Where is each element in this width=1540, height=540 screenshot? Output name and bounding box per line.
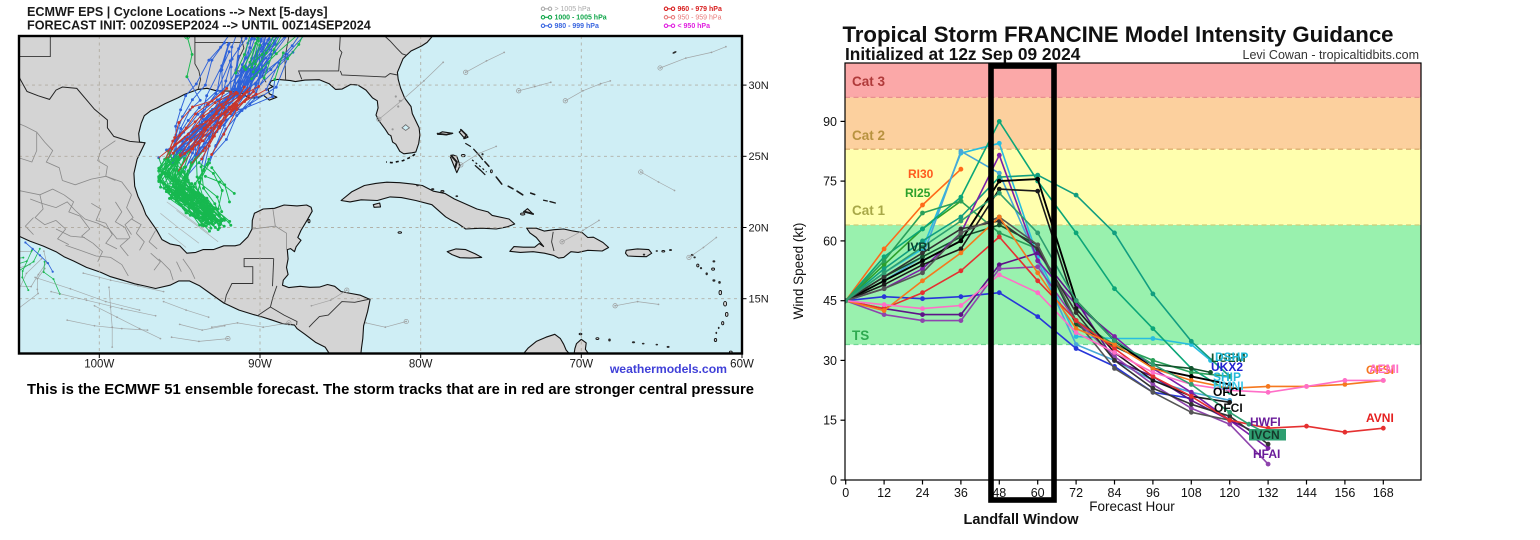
svg-text:980 - 999 hPa: 980 - 999 hPa (555, 23, 599, 30)
svg-text:120: 120 (1219, 486, 1240, 500)
svg-text:Cat 2: Cat 2 (852, 128, 885, 143)
svg-text:12: 12 (877, 486, 891, 500)
svg-text:84: 84 (1108, 486, 1122, 500)
svg-text:IVRI: IVRI (907, 240, 930, 254)
svg-text:60W: 60W (730, 359, 754, 371)
svg-text:70W: 70W (569, 359, 593, 371)
svg-text:Forecast Hour: Forecast Hour (1089, 499, 1175, 514)
svg-text:ECMWF EPS | Cyclone Locations: ECMWF EPS | Cyclone Locations --> Next [… (27, 5, 328, 19)
svg-text:144: 144 (1296, 486, 1317, 500)
svg-text:60: 60 (1031, 486, 1045, 500)
svg-text:Cat 1: Cat 1 (852, 203, 886, 218)
svg-text:36: 36 (954, 486, 968, 500)
svg-text:HWFI: HWFI (1250, 415, 1281, 429)
svg-text:156: 156 (1334, 486, 1355, 500)
svg-text:100W: 100W (84, 359, 114, 371)
svg-text:24: 24 (916, 486, 930, 500)
svg-text:FORECAST INIT: 00Z09SEP2024 --: FORECAST INIT: 00Z09SEP2024 --> UNTIL 00… (27, 19, 371, 33)
svg-text:90W: 90W (248, 359, 272, 371)
svg-text:RI25: RI25 (905, 186, 931, 200)
svg-text:25N: 25N (749, 151, 769, 163)
svg-text:108: 108 (1181, 486, 1202, 500)
svg-text:48: 48 (992, 486, 1006, 500)
svg-text:GFSI: GFSI (1366, 363, 1394, 377)
svg-text:45: 45 (823, 294, 837, 308)
svg-text:weathermodels.com: weathermodels.com (609, 362, 727, 376)
svg-text:90: 90 (823, 115, 837, 129)
svg-text:Landfall Window: Landfall Window (963, 512, 1079, 528)
svg-text:72: 72 (1069, 486, 1083, 500)
svg-text:Tropical Storm FRANCINE Model: Tropical Storm FRANCINE Model Intensity … (842, 22, 1393, 47)
svg-text:HMNI: HMNI (1213, 379, 1244, 393)
svg-text:AVNI: AVNI (1366, 411, 1394, 425)
svg-text:0: 0 (830, 473, 837, 487)
svg-text:30: 30 (823, 354, 837, 368)
svg-text:SHIP: SHIP (1213, 370, 1241, 384)
svg-text:15: 15 (823, 414, 837, 428)
svg-text:960 - 979 hPa: 960 - 979 hPa (678, 6, 722, 13)
svg-text:LGEM: LGEM (1211, 351, 1246, 365)
svg-text:TS: TS (852, 328, 869, 343)
svg-text:Wind Speed (kt): Wind Speed (kt) (791, 223, 806, 320)
svg-text:168: 168 (1373, 486, 1394, 500)
svg-text:OFCL: OFCL (1213, 385, 1246, 399)
svg-text:RI30: RI30 (908, 167, 934, 181)
svg-text:> 1005 hPa: > 1005 hPa (555, 6, 591, 13)
svg-text:AEMI: AEMI (1369, 362, 1399, 376)
svg-text:Initialized at 12z Sep 09 2024: Initialized at 12z Sep 09 2024 (845, 44, 1081, 64)
svg-text:OFCI: OFCI (1214, 401, 1243, 415)
svg-text:15N: 15N (749, 294, 769, 306)
svg-text:HFAI: HFAI (1253, 447, 1280, 461)
svg-text:30N: 30N (749, 80, 769, 92)
svg-text:Levi Cowan - tropicaltidbits.c: Levi Cowan - tropicaltidbits.com (1243, 48, 1419, 62)
svg-text:DSHP: DSHP (1215, 350, 1248, 364)
svg-text:132: 132 (1258, 486, 1279, 500)
svg-text:This is the ECMWF 51 ensemble: This is the ECMWF 51 ensemble forecast. … (27, 382, 754, 398)
svg-text:80W: 80W (409, 359, 433, 371)
svg-text:950 - 959 hPa: 950 - 959 hPa (678, 15, 722, 22)
svg-text:75: 75 (823, 175, 837, 189)
svg-text:1000 - 1005 hPa: 1000 - 1005 hPa (555, 15, 607, 22)
svg-text:UKX2: UKX2 (1211, 360, 1243, 374)
svg-text:60: 60 (823, 234, 837, 248)
svg-text:< 950 hPa: < 950 hPa (678, 23, 711, 30)
svg-text:96: 96 (1146, 486, 1160, 500)
svg-text:Cat 3: Cat 3 (852, 74, 886, 89)
svg-text:0: 0 (842, 486, 849, 500)
svg-text:20N: 20N (749, 222, 769, 234)
svg-text:IVCN: IVCN (1251, 428, 1280, 442)
